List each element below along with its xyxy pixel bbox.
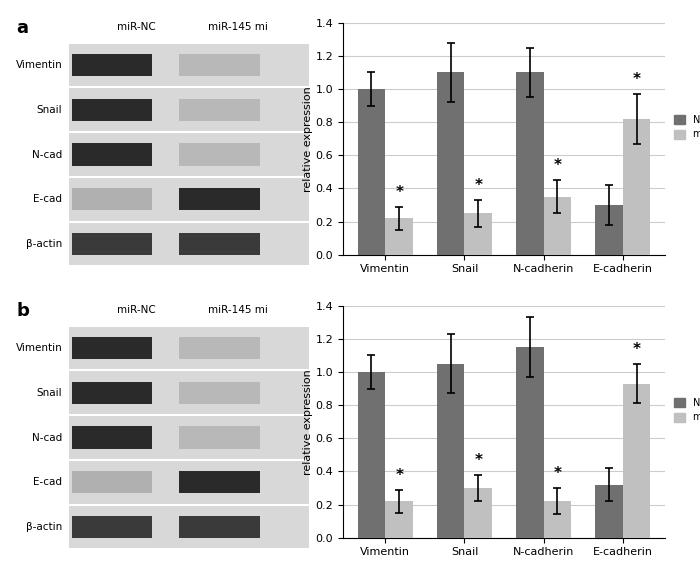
Legend: NC miRNAs, miR-145 mi: NC miRNAs, miR-145 mi: [670, 394, 700, 426]
Y-axis label: relative expression: relative expression: [302, 86, 313, 191]
Text: *: *: [633, 72, 641, 87]
Bar: [595, 484, 623, 538]
Bar: [437, 72, 464, 255]
Text: *: *: [475, 178, 482, 194]
Text: b: b: [16, 302, 29, 320]
Text: E-cad: E-cad: [34, 194, 62, 204]
FancyBboxPatch shape: [71, 188, 152, 211]
FancyBboxPatch shape: [179, 471, 260, 494]
Text: miR-NC: miR-NC: [117, 305, 155, 315]
Bar: [595, 205, 623, 255]
Text: *: *: [475, 453, 482, 468]
FancyBboxPatch shape: [71, 516, 152, 538]
Text: β-actin: β-actin: [26, 522, 62, 532]
FancyBboxPatch shape: [179, 98, 260, 121]
Text: *: *: [554, 466, 561, 481]
FancyBboxPatch shape: [179, 54, 260, 76]
FancyBboxPatch shape: [71, 54, 152, 76]
Text: *: *: [395, 468, 403, 483]
Bar: [385, 218, 413, 255]
Bar: [623, 384, 650, 538]
FancyBboxPatch shape: [179, 337, 260, 359]
FancyBboxPatch shape: [71, 426, 152, 449]
Text: N-cad: N-cad: [32, 149, 62, 160]
FancyBboxPatch shape: [179, 516, 260, 538]
Y-axis label: relative expression: relative expression: [302, 369, 313, 474]
Text: Vimentin: Vimentin: [15, 343, 62, 353]
Bar: [464, 488, 492, 538]
FancyBboxPatch shape: [71, 381, 152, 404]
Text: a: a: [16, 19, 28, 37]
FancyBboxPatch shape: [71, 98, 152, 121]
Bar: [516, 347, 544, 538]
Text: *: *: [633, 342, 641, 357]
FancyBboxPatch shape: [69, 325, 309, 550]
Text: *: *: [554, 158, 561, 173]
Bar: [544, 197, 571, 255]
Text: miR-145 mi: miR-145 mi: [208, 305, 268, 315]
Text: miR-NC: miR-NC: [117, 22, 155, 32]
FancyBboxPatch shape: [179, 426, 260, 449]
FancyBboxPatch shape: [71, 337, 152, 359]
Text: Snail: Snail: [37, 105, 62, 115]
Text: miR-145 mi: miR-145 mi: [208, 22, 268, 32]
Bar: [516, 72, 544, 255]
Bar: [358, 89, 385, 255]
FancyBboxPatch shape: [179, 381, 260, 404]
FancyBboxPatch shape: [179, 143, 260, 166]
Text: N-cad: N-cad: [32, 432, 62, 443]
Text: Vimentin: Vimentin: [15, 60, 62, 70]
Text: Snail: Snail: [37, 388, 62, 398]
Text: *: *: [395, 185, 403, 200]
Bar: [623, 119, 650, 255]
FancyBboxPatch shape: [179, 188, 260, 211]
FancyBboxPatch shape: [71, 233, 152, 255]
FancyBboxPatch shape: [71, 143, 152, 166]
Bar: [544, 501, 571, 538]
Bar: [464, 213, 492, 255]
Text: E-cad: E-cad: [34, 477, 62, 487]
Bar: [358, 372, 385, 538]
FancyBboxPatch shape: [179, 233, 260, 255]
FancyBboxPatch shape: [69, 42, 309, 267]
Legend: NC miRNAs, miR-145 mi: NC miRNAs, miR-145 mi: [670, 111, 700, 143]
FancyBboxPatch shape: [71, 471, 152, 494]
Bar: [385, 501, 413, 538]
Bar: [437, 364, 464, 538]
Text: β-actin: β-actin: [26, 239, 62, 249]
